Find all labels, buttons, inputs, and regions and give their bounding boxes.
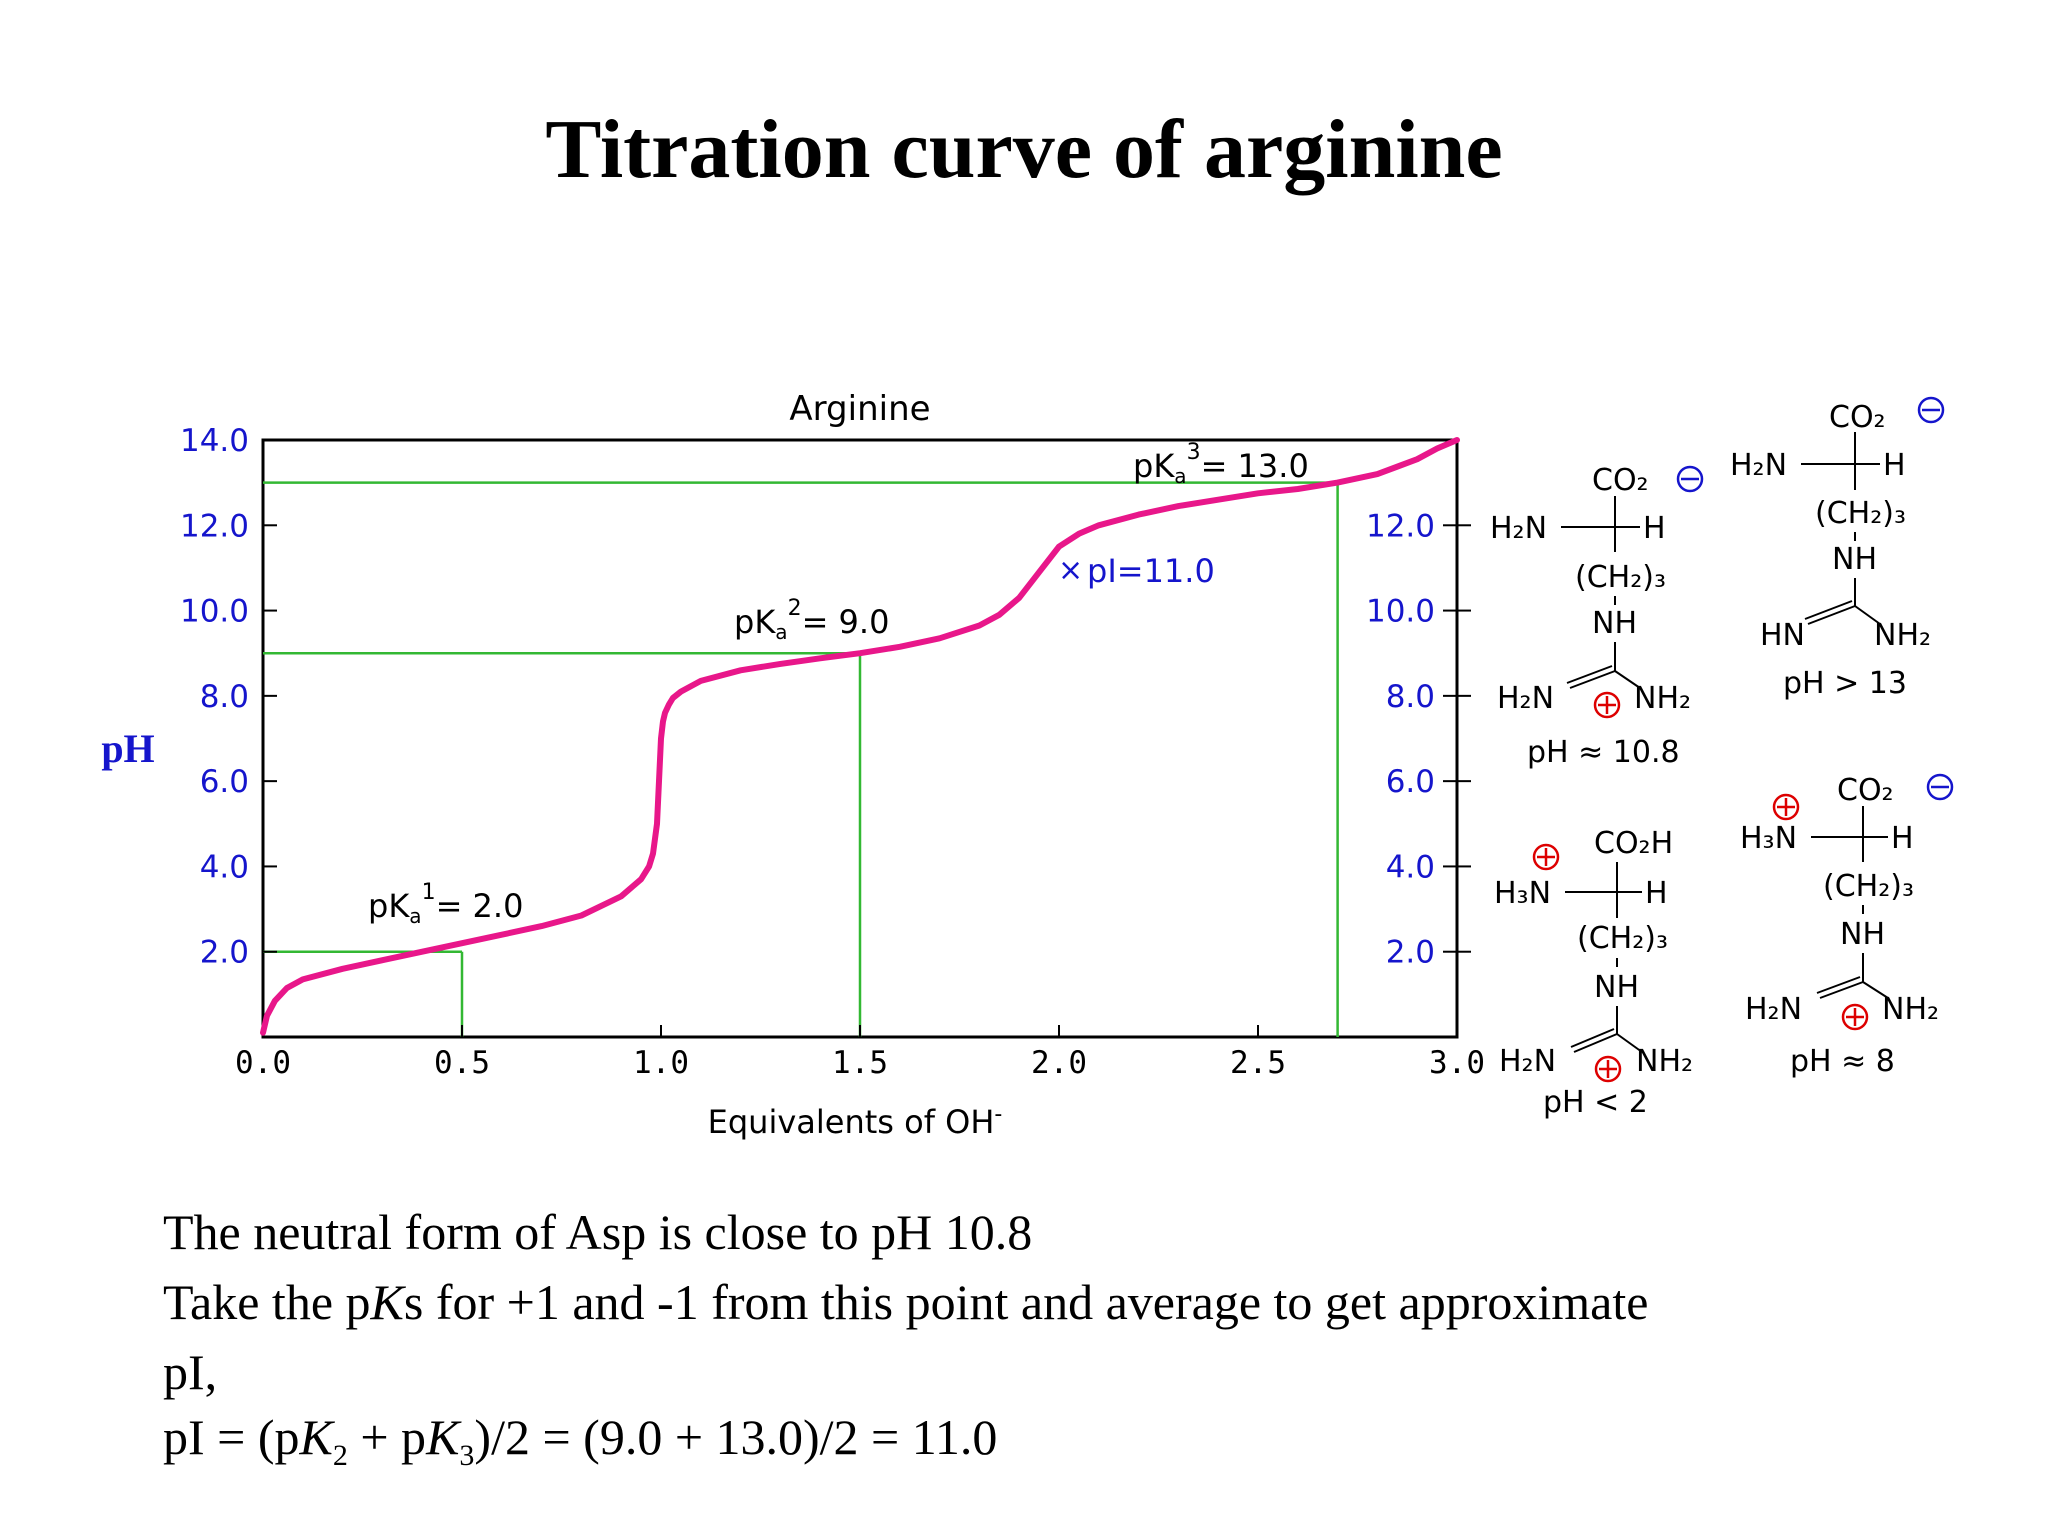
x-tick-label: 0.0 [235, 1045, 291, 1081]
svg-text:H: H [1643, 511, 1666, 546]
x-tick-label: 0.5 [434, 1045, 490, 1081]
titration-curve [260, 437, 1460, 1036]
svg-text:H₂N: H₂N [1490, 511, 1547, 546]
y-tick-label-left: 4.0 [200, 849, 249, 885]
svg-text:NH₂: NH₂ [1882, 992, 1939, 1027]
svg-text:pH ≈ 8: pH ≈ 8 [1790, 1044, 1895, 1079]
chart-title: Arginine [789, 389, 930, 429]
y-tick-label-left: 2.0 [200, 935, 249, 971]
svg-text:NH₂: NH₂ [1874, 618, 1931, 653]
curve-layer [260, 437, 1460, 1036]
y-tick-label-left: 10.0 [180, 594, 249, 630]
svg-text:H₂N: H₂N [1499, 1044, 1556, 1079]
y-tick-label-left: 14.0 [180, 423, 249, 459]
pi-label: pI=11.0 [1087, 552, 1215, 590]
x-tick-label: 1.0 [633, 1045, 689, 1081]
y-tick-label-left: 6.0 [200, 764, 249, 800]
structure-ph-8: CO₂ H₃N H (CH₂)₃ NH H₂N NH₂ pH ≈ 8 [1740, 773, 1954, 1079]
svg-text:H₃N: H₃N [1494, 876, 1551, 911]
svg-text:CO₂: CO₂ [1837, 773, 1894, 808]
x-axis-label-text: Equivalents of OH [708, 1103, 995, 1141]
x-tick-label: 2.0 [1031, 1045, 1087, 1081]
svg-text:H: H [1891, 821, 1914, 856]
svg-text:pH > 13: pH > 13 [1783, 666, 1907, 701]
caption-line-3: pI, [163, 1344, 218, 1400]
structure-ph-gt-13: CO₂ H₂N H (CH₂)₃ NH HN NH₂ pH > 13 [1730, 396, 1945, 701]
svg-text:H₂N: H₂N [1497, 681, 1554, 716]
caption-line-2: Take the pKs for +1 and -1 from this poi… [163, 1274, 1649, 1330]
svg-text:NH: NH [1592, 606, 1637, 641]
svg-text:CO₂: CO₂ [1829, 400, 1886, 435]
svg-text:H: H [1645, 876, 1668, 911]
svg-text:(CH₂)₃: (CH₂)₃ [1575, 560, 1666, 595]
y-axis-label: pH [101, 726, 154, 771]
svg-text:NH₂: NH₂ [1634, 681, 1691, 716]
x-tick-label: 1.5 [832, 1045, 888, 1081]
x-tick-label: 2.5 [1230, 1045, 1286, 1081]
svg-text:H₂N: H₂N [1730, 448, 1787, 483]
svg-text:NH: NH [1832, 542, 1877, 577]
y-tick-label-inner: 4.0 [1386, 849, 1435, 885]
svg-text:NH: NH [1840, 917, 1885, 952]
y-tick-label-inner: 6.0 [1386, 764, 1435, 800]
svg-text:(CH₂)₃: (CH₂)₃ [1823, 869, 1914, 904]
y-tick-label-inner: 12.0 [1366, 508, 1435, 544]
svg-text:(CH₂)₃: (CH₂)₃ [1577, 921, 1668, 956]
pka2-label: pKa2= 9.0 [734, 596, 889, 644]
x-axis-label-sup: - [994, 1102, 1002, 1127]
structure-ph-10-8: CO₂ H₂N H (CH₂)₃ NH H₂N NH₂ pH ≈ 10.8 [1490, 463, 1704, 770]
svg-text:H: H [1883, 448, 1906, 483]
caption-line-1: The neutral form of Asp is close to pH 1… [163, 1204, 1033, 1260]
pka3-label: pKa3= 13.0 [1133, 440, 1309, 488]
svg-text:NH₂: NH₂ [1636, 1044, 1693, 1079]
structure-ph-lt-2: CO₂H H₃N H (CH₂)₃ NH H₂N NH₂ pH < 2 [1494, 826, 1693, 1120]
pi-marker: × [1058, 553, 1083, 588]
svg-text:CO₂: CO₂ [1592, 463, 1649, 498]
svg-text:H₃N: H₃N [1740, 821, 1797, 856]
guide-lines [263, 481, 1339, 1037]
x-tick-label: 3.0 [1429, 1045, 1485, 1081]
y-tick-label-inner: 8.0 [1386, 679, 1435, 715]
y-tick-label-inner: 10.0 [1366, 594, 1435, 630]
slide-title: Titration curve of arginine [545, 103, 1503, 196]
svg-text:pH < 2: pH < 2 [1543, 1085, 1648, 1120]
axis-ticks: 2.0 4.0 6.0 8.0 10.0 12.0 14.0 2.0 4.0 6.0 8.0 10.0… [180, 423, 1485, 1081]
x-axis-label: Equivalents of OH- [708, 1102, 1003, 1141]
caption-line-4: pI = (pK2 + pK3)/2 = (9.0 + 13.0)/2 = 11… [163, 1409, 998, 1472]
svg-text:(CH₂)₃: (CH₂)₃ [1815, 496, 1906, 531]
svg-text:NH: NH [1594, 970, 1639, 1005]
pka1-label: pKa1= 2.0 [368, 880, 523, 928]
y-tick-label-inner: 2.0 [1386, 935, 1435, 971]
y-tick-label-left: 8.0 [200, 679, 249, 715]
svg-text:pH ≈ 10.8: pH ≈ 10.8 [1527, 735, 1680, 770]
svg-text:HN: HN [1760, 618, 1805, 653]
svg-text:CO₂H: CO₂H [1594, 826, 1673, 861]
y-tick-label-left: 12.0 [180, 508, 249, 544]
svg-text:H₂N: H₂N [1745, 992, 1802, 1027]
